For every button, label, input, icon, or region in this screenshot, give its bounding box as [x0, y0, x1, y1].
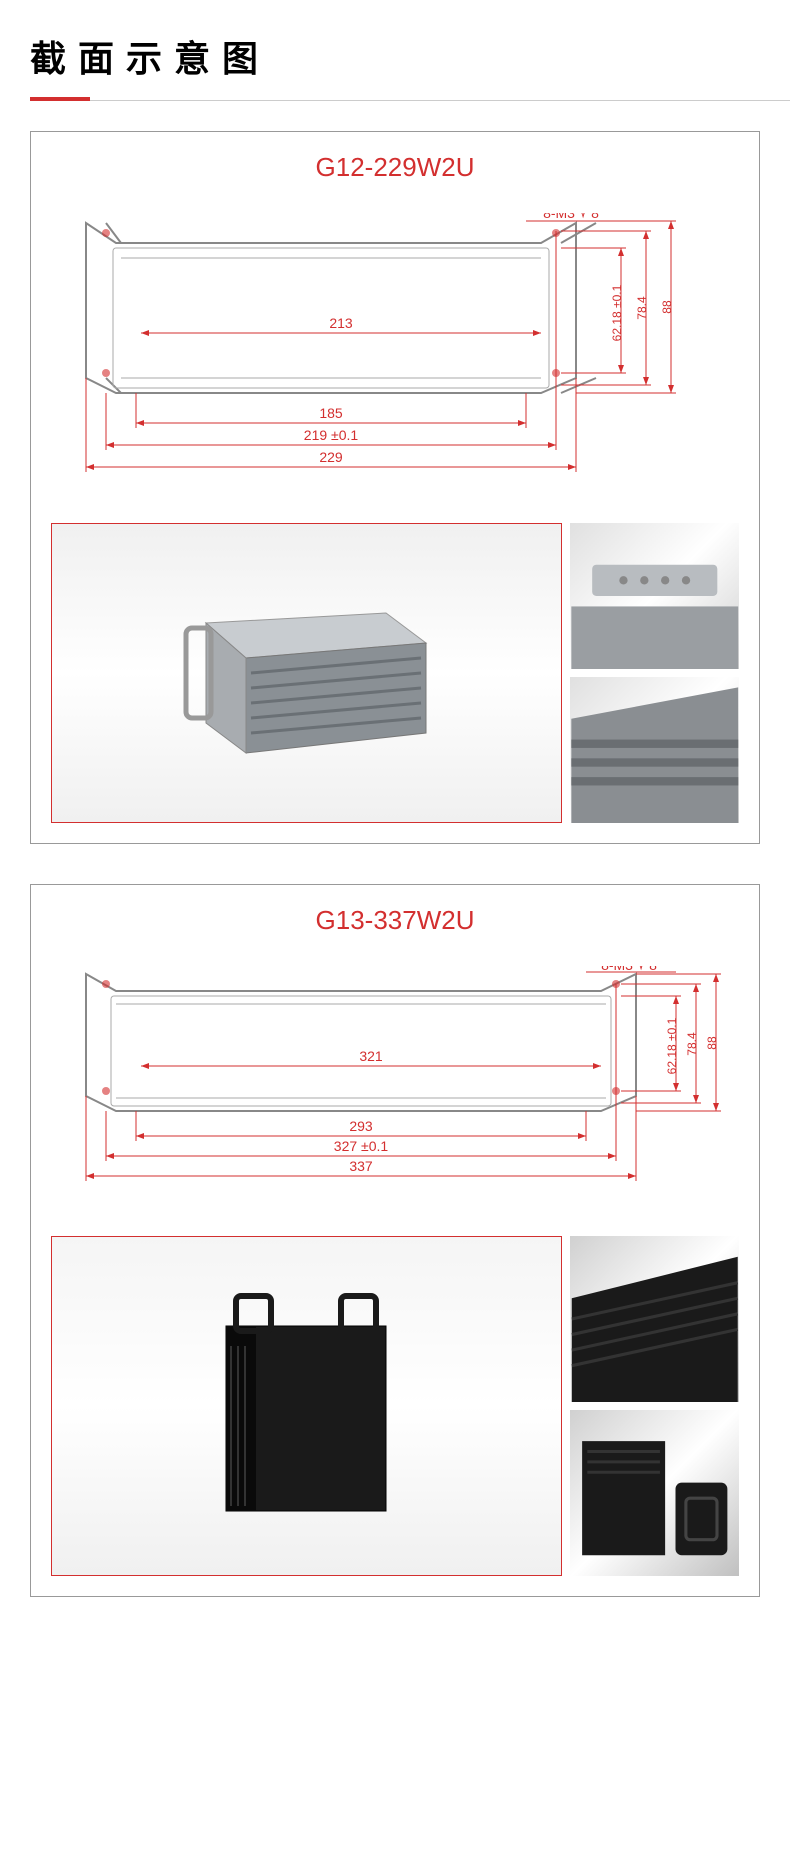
dim-h-2: 327 ±0.1 [334, 1138, 389, 1154]
dim-v-2: 88 [660, 300, 674, 314]
page-title: 截面示意图 [0, 0, 790, 97]
dim-v-1: 78.4 [635, 296, 649, 320]
product-model: G13-337W2U [51, 905, 739, 936]
product-model: G12-229W2U [51, 152, 739, 183]
dim-h-0: 321 [359, 1048, 383, 1064]
dim-h-2: 219 ±0.1 [304, 427, 359, 443]
dim-h-3: 229 [319, 449, 343, 465]
product-photo-main [51, 523, 562, 823]
cross-section-diagram: 8-M3 ⍒ 8 213 185 219 ±0.1 [51, 193, 739, 503]
dim-h-1: 185 [319, 405, 343, 421]
product-card-g12: G12-229W2U 8-M3 ⍒ 8 213 [30, 131, 760, 844]
cross-section-diagram: 8-M3 ⍒ 8 321 293 327 ±0.1 337 [51, 946, 739, 1216]
product-photo-detail-2 [570, 677, 740, 823]
product-card-g13: G13-337W2U 8-M3 ⍒ 8 321 293 [30, 884, 760, 1597]
dim-v-2: 88 [705, 1036, 719, 1050]
dim-v-0: 62.18 ±0.1 [665, 1017, 679, 1074]
product-photo-main [51, 1236, 562, 1576]
dim-v-0: 62.18 ±0.1 [610, 284, 624, 341]
product-photo-detail-2 [570, 1410, 740, 1576]
product-photo-detail-1 [570, 1236, 740, 1402]
product-photo-detail-1 [570, 523, 740, 669]
dim-h-1: 293 [349, 1118, 373, 1134]
dim-h-0: 213 [329, 315, 353, 331]
thread-spec-label: 8-M3 ⍒ 8 [543, 213, 599, 221]
dim-v-1: 78.4 [685, 1032, 699, 1056]
dim-h-3: 337 [349, 1158, 373, 1174]
photo-grid [51, 1236, 739, 1576]
title-underline [0, 97, 790, 101]
photo-grid [51, 523, 739, 823]
